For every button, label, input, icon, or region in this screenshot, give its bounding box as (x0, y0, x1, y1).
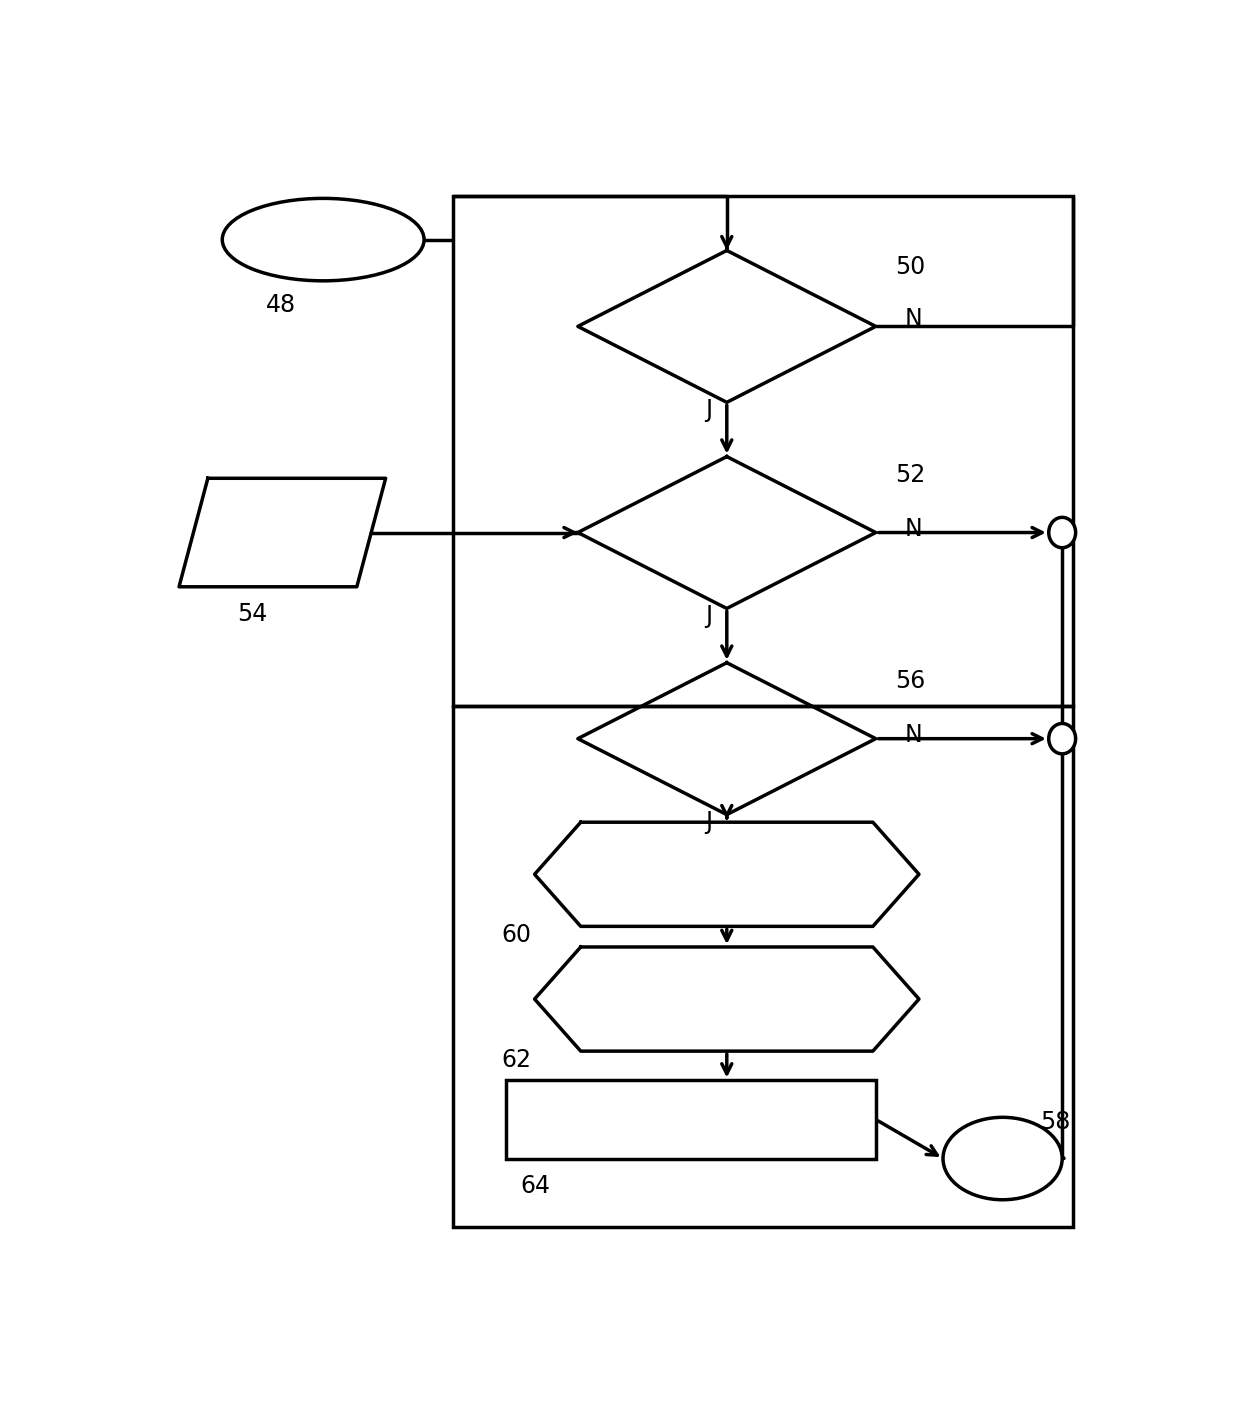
Text: J: J (704, 397, 712, 421)
Text: J: J (704, 604, 712, 628)
Text: 52: 52 (895, 464, 925, 488)
Text: 50: 50 (895, 255, 925, 279)
Text: N: N (905, 723, 923, 747)
Bar (453, 196, 1073, 706)
Ellipse shape (942, 1117, 1063, 1200)
Text: 64: 64 (521, 1174, 551, 1198)
Bar (453, 706, 1073, 1227)
Text: N: N (905, 517, 923, 541)
Text: J: J (704, 810, 712, 834)
Text: 58: 58 (1040, 1110, 1070, 1134)
Text: 54: 54 (237, 602, 267, 626)
Circle shape (1049, 723, 1075, 754)
Text: N: N (905, 307, 923, 331)
Bar (506, 1081, 875, 1158)
Text: 56: 56 (895, 669, 925, 693)
Text: 48: 48 (265, 293, 295, 317)
Text: 60: 60 (501, 923, 531, 947)
Text: 62: 62 (501, 1048, 531, 1072)
Circle shape (1049, 517, 1075, 548)
